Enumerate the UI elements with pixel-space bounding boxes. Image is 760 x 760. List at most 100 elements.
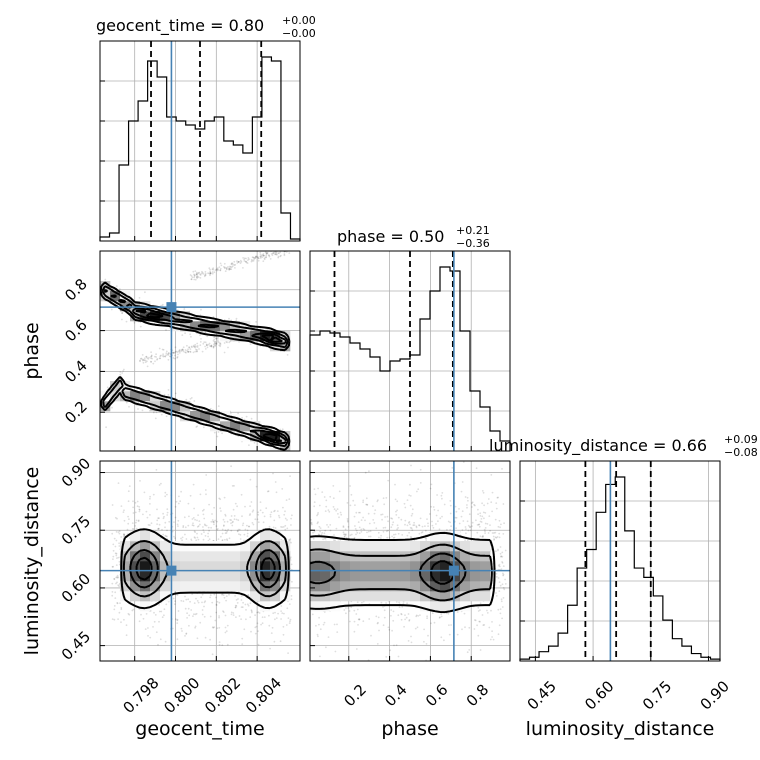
sample-point — [173, 354, 176, 357]
sample-point — [208, 503, 211, 506]
sample-point — [376, 643, 379, 645]
sample-point — [150, 522, 153, 525]
sample-point — [123, 519, 126, 522]
density-cell — [220, 321, 231, 332]
sample-point — [210, 345, 213, 348]
sample-point — [410, 527, 413, 530]
sample-point — [262, 521, 265, 524]
sample-point — [155, 411, 158, 414]
sample-point — [133, 321, 136, 324]
sample-point — [222, 525, 225, 527]
sample-point — [245, 609, 247, 611]
sample-point — [256, 622, 259, 625]
sample-point — [121, 318, 123, 321]
sample-point — [112, 543, 115, 546]
sample-point — [203, 275, 206, 278]
sample-point — [205, 493, 207, 496]
sample-point — [480, 664, 482, 666]
sample-point — [165, 535, 168, 538]
sample-point — [257, 257, 260, 260]
sample-point — [319, 530, 321, 533]
sample-point — [327, 526, 330, 528]
sample-point — [174, 357, 176, 360]
sample-point — [111, 582, 114, 585]
sample-point — [383, 616, 386, 619]
density-cell — [320, 591, 331, 602]
sample-point — [218, 641, 221, 643]
sample-point — [144, 359, 147, 362]
sample-point — [194, 626, 197, 629]
sample-point — [230, 522, 232, 525]
sample-point — [406, 602, 408, 605]
sample-point — [193, 530, 196, 533]
sample-point — [128, 405, 130, 408]
sample-point — [372, 519, 375, 521]
sample-point — [504, 549, 507, 552]
sample-point — [279, 251, 282, 254]
sample-point — [248, 444, 250, 446]
sample-point — [208, 342, 211, 345]
sample-point — [212, 409, 214, 411]
sample-point — [354, 528, 357, 530]
sample-point — [344, 528, 347, 531]
density-cell — [200, 581, 211, 592]
panel-phase-histogram — [309, 250, 511, 452]
sample-point — [225, 532, 228, 534]
sample-point — [229, 268, 232, 270]
sample-point — [338, 490, 341, 493]
sample-point — [397, 516, 400, 519]
sample-point — [268, 254, 271, 257]
sample-point — [209, 638, 212, 641]
density-cell — [120, 301, 131, 312]
sample-point — [404, 519, 407, 522]
sample-point — [223, 521, 226, 523]
sample-point — [280, 605, 283, 607]
sample-point — [182, 526, 185, 529]
sample-point — [267, 254, 270, 257]
sample-point — [149, 514, 151, 516]
sample-point — [367, 530, 370, 533]
sample-point — [132, 512, 135, 514]
sample-point — [247, 594, 250, 596]
sample-point — [143, 357, 146, 360]
sample-point — [479, 602, 482, 605]
sample-point — [266, 252, 268, 255]
sample-point — [346, 502, 349, 504]
sample-point — [212, 316, 215, 318]
sample-point — [193, 602, 196, 604]
sample-point — [185, 351, 187, 354]
sample-point — [387, 626, 390, 629]
sample-point — [288, 539, 291, 542]
sample-point — [203, 517, 206, 520]
sample-point — [390, 517, 392, 520]
sample-point — [212, 520, 215, 523]
sample-point — [426, 617, 428, 620]
sample-point — [350, 533, 353, 536]
sample-point — [495, 592, 497, 594]
sample-point — [139, 360, 141, 363]
sample-point — [497, 548, 499, 551]
sample-point — [150, 355, 153, 358]
sample-point — [196, 600, 199, 602]
sample-point — [323, 537, 326, 540]
sample-point — [492, 638, 495, 641]
sample-point — [177, 353, 179, 356]
density-cell — [130, 561, 141, 572]
sample-point — [259, 255, 262, 258]
sample-point — [175, 500, 178, 503]
sample-point — [483, 528, 486, 531]
sample-point — [376, 500, 379, 503]
sample-point — [201, 609, 204, 611]
sample-point — [466, 506, 468, 509]
sample-point — [365, 675, 367, 677]
sample-point — [465, 528, 467, 530]
sample-point — [203, 508, 205, 511]
sample-point — [238, 533, 240, 535]
sample-point — [406, 534, 409, 537]
sample-point — [201, 270, 203, 273]
sample-point — [358, 618, 361, 620]
sample-point — [483, 624, 486, 626]
sample-point — [194, 278, 197, 281]
sample-point — [487, 532, 490, 534]
sample-point — [135, 519, 138, 522]
